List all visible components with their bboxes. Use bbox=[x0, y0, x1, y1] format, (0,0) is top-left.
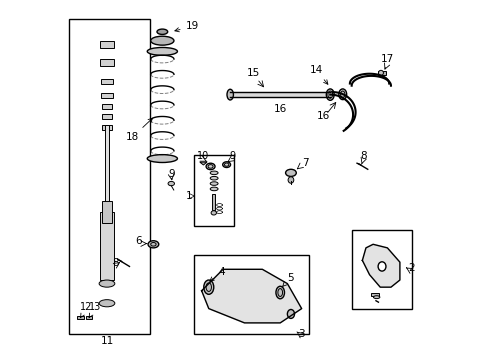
Text: 9: 9 bbox=[167, 169, 174, 179]
Bar bbox=[100, 59, 114, 66]
Ellipse shape bbox=[287, 310, 294, 319]
Bar bbox=[100, 212, 114, 280]
Bar bbox=[100, 41, 114, 48]
Text: 16: 16 bbox=[316, 111, 329, 121]
Ellipse shape bbox=[377, 262, 385, 271]
Ellipse shape bbox=[210, 176, 218, 180]
Polygon shape bbox=[200, 162, 206, 165]
Bar bbox=[370, 293, 378, 296]
Bar bbox=[101, 93, 112, 98]
Bar bbox=[102, 114, 112, 119]
Text: 2: 2 bbox=[407, 263, 414, 273]
Bar bbox=[102, 202, 111, 223]
Text: 18: 18 bbox=[125, 118, 152, 142]
Text: 8: 8 bbox=[112, 258, 118, 268]
Ellipse shape bbox=[203, 280, 213, 294]
Ellipse shape bbox=[275, 286, 284, 299]
Bar bbox=[194, 155, 233, 226]
Text: 7: 7 bbox=[301, 158, 307, 168]
Ellipse shape bbox=[285, 169, 296, 176]
Text: 1: 1 bbox=[186, 191, 192, 201]
Ellipse shape bbox=[210, 182, 218, 185]
Ellipse shape bbox=[147, 48, 177, 55]
Circle shape bbox=[378, 70, 383, 75]
Bar bbox=[105, 125, 108, 216]
Ellipse shape bbox=[210, 171, 218, 175]
Ellipse shape bbox=[287, 177, 293, 183]
Text: 10: 10 bbox=[197, 151, 209, 161]
Ellipse shape bbox=[338, 89, 346, 100]
Bar bbox=[101, 78, 112, 84]
Text: 9: 9 bbox=[228, 150, 235, 161]
Bar bbox=[212, 194, 215, 210]
Ellipse shape bbox=[373, 296, 379, 298]
Ellipse shape bbox=[150, 36, 174, 45]
Text: 15: 15 bbox=[246, 68, 260, 78]
Ellipse shape bbox=[222, 162, 230, 167]
Bar bbox=[102, 125, 112, 130]
Text: 6: 6 bbox=[135, 235, 142, 246]
Text: 17: 17 bbox=[380, 54, 393, 64]
Ellipse shape bbox=[99, 300, 115, 307]
Ellipse shape bbox=[205, 163, 215, 170]
Ellipse shape bbox=[99, 280, 115, 287]
Bar bbox=[85, 316, 92, 319]
Polygon shape bbox=[201, 269, 301, 323]
Bar bbox=[102, 104, 112, 109]
Ellipse shape bbox=[226, 89, 233, 100]
Ellipse shape bbox=[210, 187, 218, 191]
Ellipse shape bbox=[148, 241, 159, 248]
Text: 11: 11 bbox=[100, 336, 113, 346]
Polygon shape bbox=[362, 244, 399, 287]
Text: 19: 19 bbox=[175, 21, 199, 32]
Text: 5: 5 bbox=[282, 273, 294, 286]
Ellipse shape bbox=[147, 155, 177, 162]
Bar bbox=[194, 255, 308, 334]
Text: 13: 13 bbox=[89, 302, 101, 318]
Ellipse shape bbox=[157, 29, 167, 35]
Ellipse shape bbox=[168, 181, 174, 186]
Text: 4: 4 bbox=[209, 267, 224, 281]
Bar bbox=[77, 316, 83, 319]
Ellipse shape bbox=[325, 89, 333, 100]
Bar bbox=[378, 71, 385, 75]
Ellipse shape bbox=[211, 211, 216, 215]
Bar bbox=[351, 230, 411, 309]
Text: 3: 3 bbox=[298, 329, 305, 339]
Text: 12: 12 bbox=[80, 302, 93, 318]
Text: 16: 16 bbox=[273, 104, 286, 114]
Bar bbox=[69, 19, 149, 334]
Text: 14: 14 bbox=[309, 65, 327, 84]
Text: 8: 8 bbox=[359, 150, 366, 161]
